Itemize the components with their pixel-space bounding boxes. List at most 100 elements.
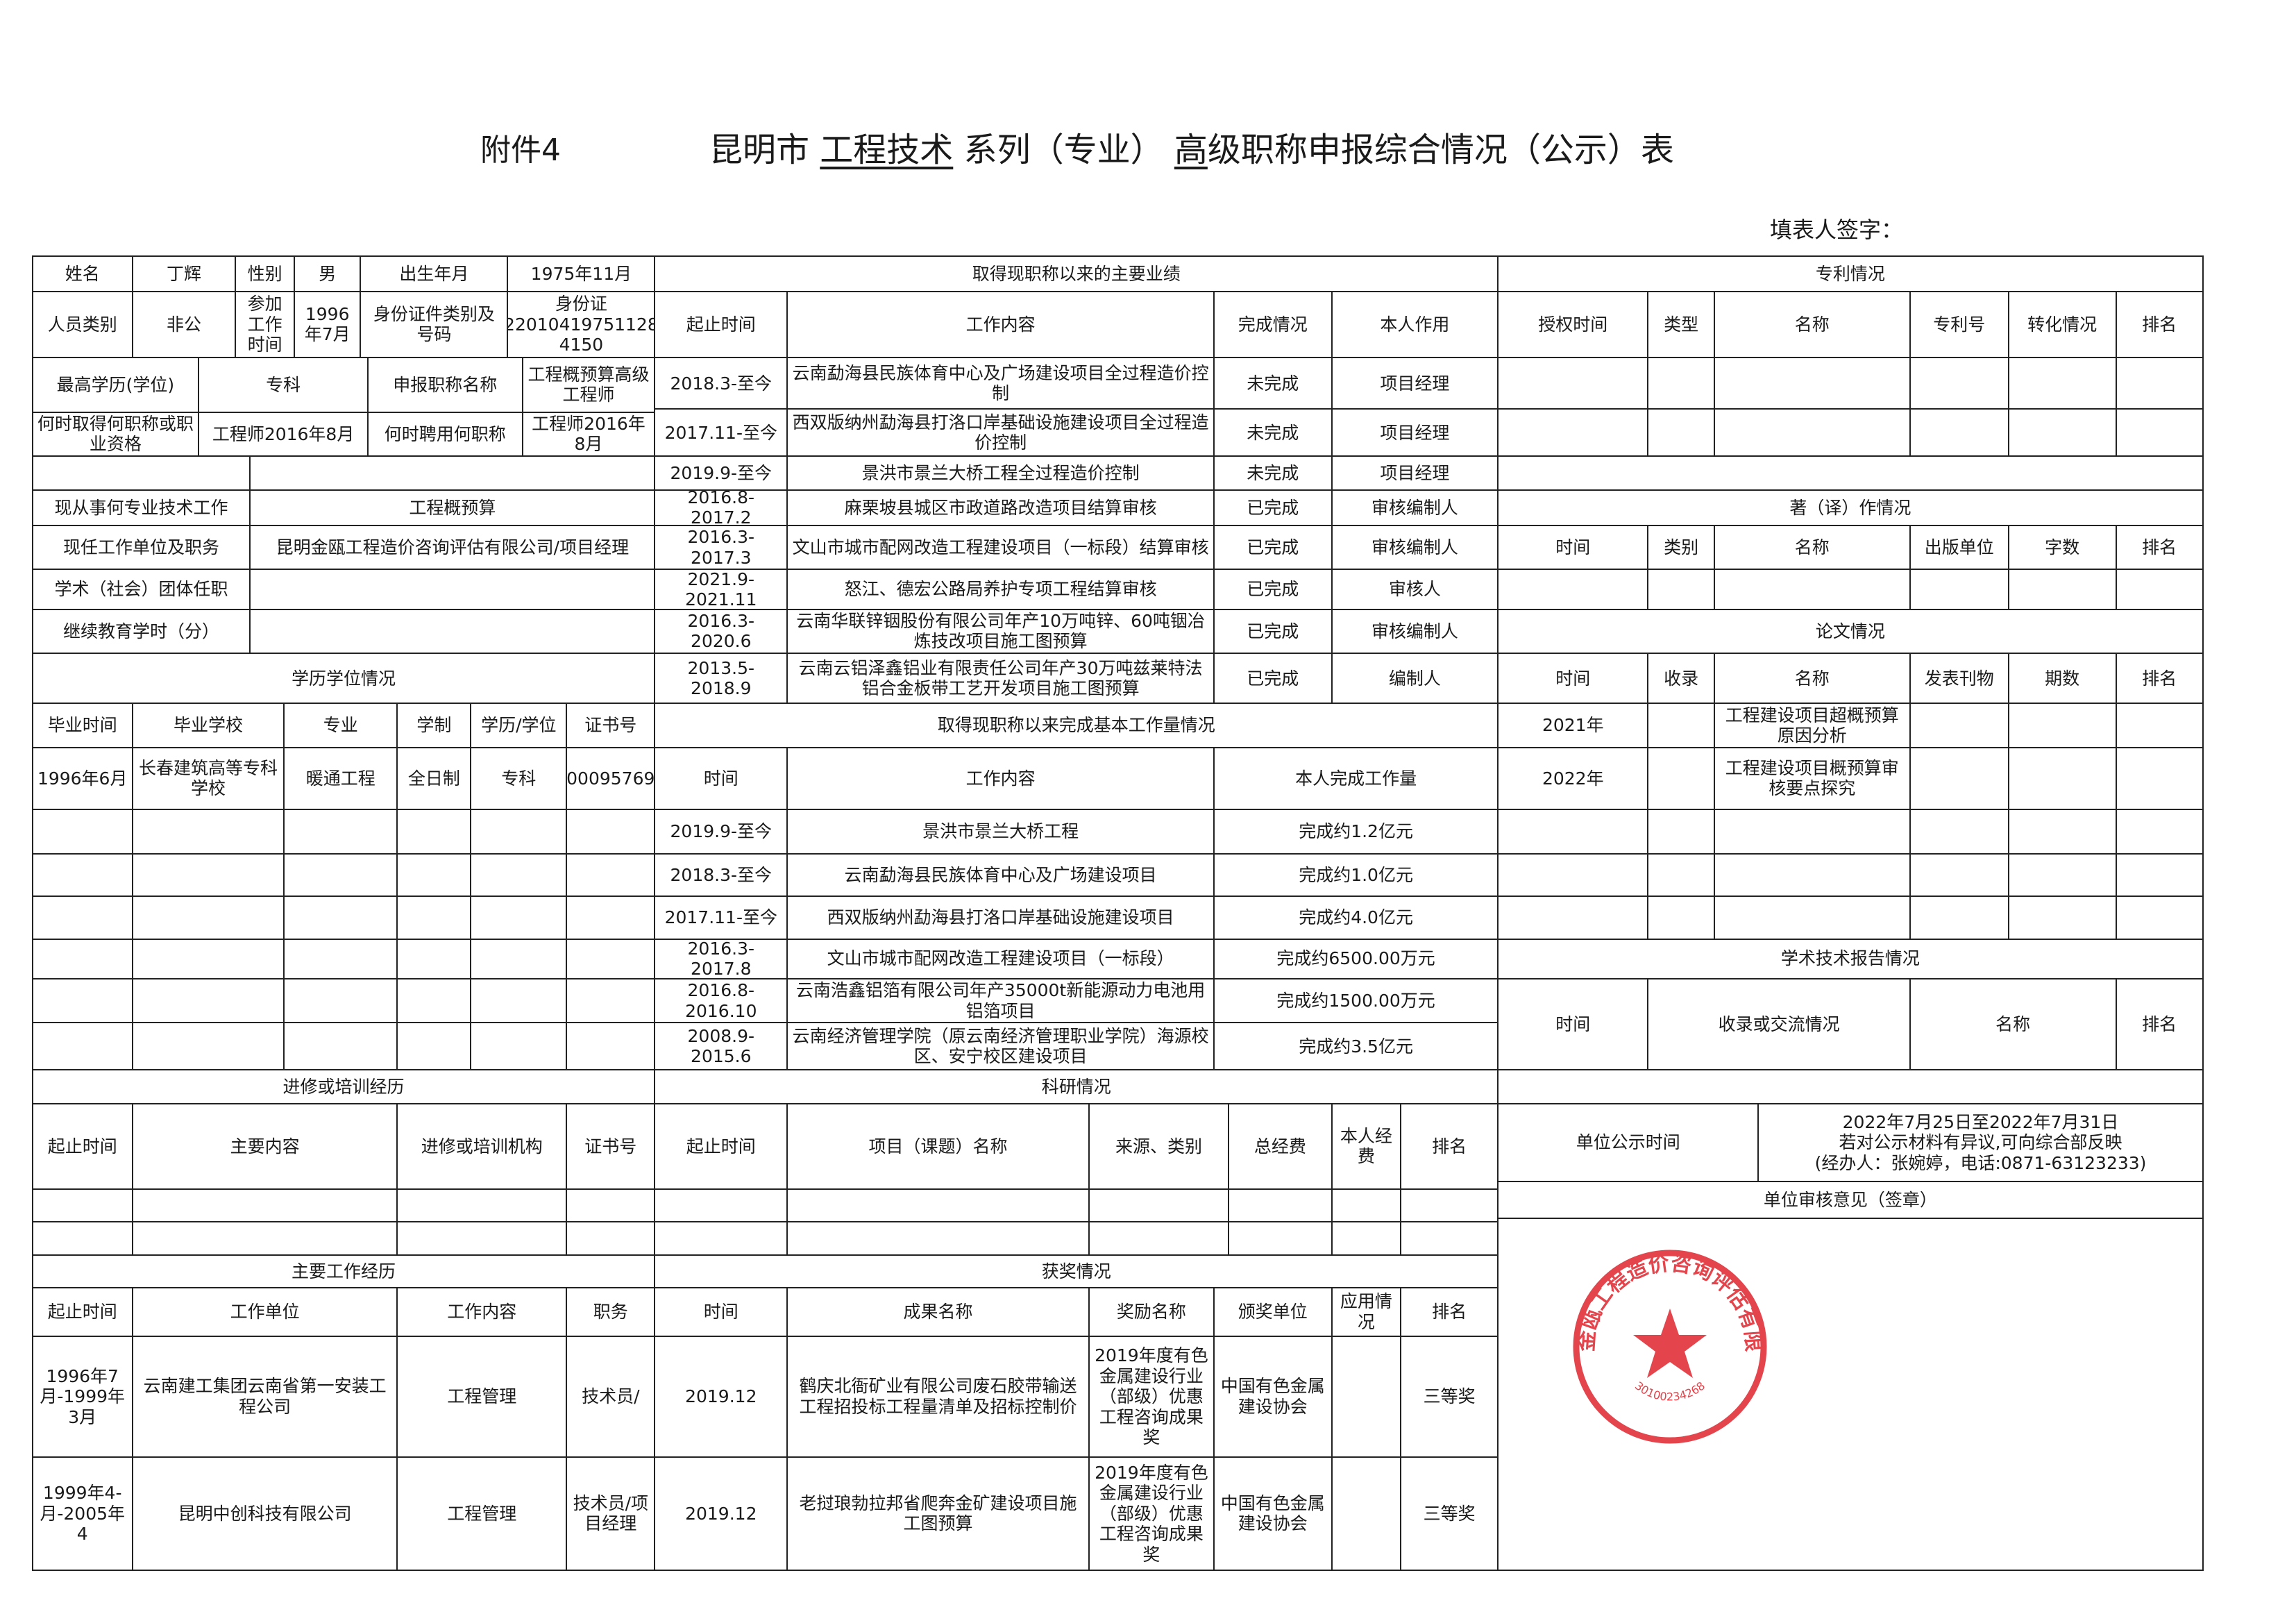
table-cell: 云南勐海县民族体育中心及广场建设项目全过程造价控制 [786, 357, 1215, 410]
table-cell: 云南浩鑫铝箔有限公司年产35000t新能源动力电池用铝箔项目 [786, 977, 1215, 1024]
table-cell: 姓名 [31, 255, 133, 292]
table-cell [2007, 852, 2117, 898]
table-cell: 主要工作经历 [31, 1254, 656, 1288]
table-cell: 审核编制人 [1331, 524, 1499, 571]
table-cell [283, 977, 398, 1024]
table-cell: 本人经费 [1331, 1103, 1402, 1190]
table-cell: 名称 [1909, 977, 2117, 1071]
table-cell [1497, 1069, 2204, 1104]
table-cell: 未完成 [1213, 455, 1333, 491]
table-cell: 景洪市景兰大桥工程 [786, 809, 1215, 855]
table-cell [1400, 1188, 1499, 1222]
table-cell: 参加工作时间 [235, 290, 295, 359]
table-cell [566, 938, 656, 979]
table-cell: 技术员/ [566, 1335, 656, 1458]
table-cell [1497, 809, 1649, 855]
table-cell: 2019年度有色金属建设行业（部级）优惠工程咨询成果奖 [1088, 1335, 1215, 1458]
table-cell [2007, 703, 2117, 748]
table-cell: 时间 [654, 746, 788, 810]
table-cell [2115, 809, 2204, 855]
table-cell: 总经费 [1228, 1103, 1333, 1190]
table-cell [396, 852, 472, 898]
table-cell: 工程建设项目概预算审核要点探究 [1713, 746, 1911, 810]
table-cell: 2022年 [1497, 746, 1649, 810]
table-cell [1713, 809, 1911, 855]
table-cell: 已完成 [1213, 653, 1333, 705]
table-cell: 发表刊物 [1909, 653, 2009, 705]
signer-label: 填表人签字： [1770, 217, 1904, 243]
title: 昆明市 工程技术 系列（专业） 高级职称申报综合情况（公示）表 [709, 122, 1674, 171]
table-cell [566, 1022, 656, 1071]
table-cell: 学术技术报告情况 [1497, 938, 2204, 979]
table-cell: 中国有色金属建设协会 [1213, 1456, 1333, 1572]
table-cell: 工程师2016年8月 [198, 411, 369, 457]
table-cell: 证书号 [566, 1103, 656, 1190]
table-cell: 获奖情况 [654, 1254, 1499, 1288]
table-cell: 本人作用 [1331, 290, 1499, 359]
table-cell [396, 938, 472, 979]
table-cell [566, 977, 656, 1024]
table-cell [1713, 852, 1911, 898]
table-cell [131, 1188, 398, 1222]
table-cell: 已完成 [1213, 524, 1333, 571]
table-cell [396, 1220, 568, 1256]
table-cell: 2016.8-2016.10 [654, 977, 788, 1024]
table-cell: 工程管理 [396, 1335, 568, 1458]
table-cell: 字数 [2007, 524, 2117, 571]
table-cell: 证书号 [566, 703, 656, 748]
table-cell [1497, 569, 1649, 610]
table-cell: 西双版纳州勐海县打洛口岸基础设施建设项目全过程造价控制 [786, 408, 1215, 457]
table-cell: 00095769 [566, 746, 656, 810]
table-cell: 名称 [1713, 653, 1911, 705]
table-cell: 2021年 [1497, 703, 1649, 748]
table-cell: 2013.5-2018.9 [654, 653, 788, 705]
table-cell: 本人完成工作量 [1213, 746, 1499, 810]
table-cell: 工程管理 [396, 1456, 568, 1572]
table-cell: 长春建筑高等专科学校 [131, 746, 285, 810]
table-cell: 排名 [2115, 524, 2204, 571]
table-cell: 取得现职称以来的主要业绩 [654, 255, 1499, 292]
table-cell [566, 1220, 656, 1256]
stamp-ring [1573, 1250, 1767, 1444]
table-cell: 1996年7月-1999年3月 [31, 1335, 133, 1458]
table-cell: 未完成 [1213, 357, 1333, 410]
table-cell: 2017.11-至今 [654, 408, 788, 457]
table-cell [566, 895, 656, 940]
table-cell: 工作内容 [396, 1287, 568, 1337]
table-cell [131, 809, 285, 855]
table-cell: 单位审核意见（签章） [1497, 1181, 2204, 1220]
table-cell [1331, 1335, 1402, 1458]
table-cell: 期数 [2007, 653, 2117, 705]
table-cell: 出版单位 [1909, 524, 2009, 571]
table-cell: 2018.3-至今 [654, 852, 788, 898]
table-cell [1713, 569, 1911, 610]
text-line: 2022年7月25日至2022年7月31日 [1842, 1111, 2119, 1132]
table-cell: 何时聘用何职称 [367, 411, 523, 457]
table-cell [1228, 1220, 1333, 1256]
stamp: 昆明金瓯工程造价咨询评估有限公司5301002342686 [1566, 1243, 1767, 1444]
table-cell: 现任工作单位及职务 [31, 524, 251, 571]
table-cell [1497, 1218, 2204, 1572]
table-cell [1228, 1188, 1333, 1222]
table-cell: 学术（社会）团体任职 [31, 569, 251, 610]
table-cell: 工程师2016年8月 [521, 411, 656, 457]
table-cell: 起止时间 [31, 1287, 133, 1337]
table-cell: 暖通工程 [283, 746, 398, 810]
title-suffix: 级职称申报综合情况（公示）表 [1207, 131, 1674, 169]
series: 工程技术 [820, 131, 954, 169]
table-cell: 2016.3-2017.8 [654, 938, 788, 979]
table-cell: 2021.9-2021.11 [654, 569, 788, 610]
table-cell [2115, 357, 2204, 410]
table-cell [131, 895, 285, 940]
table-cell: 工程建设项目超概预算原因分析 [1713, 703, 1911, 748]
table-cell [31, 1022, 133, 1071]
table-cell [31, 938, 133, 979]
table-cell: 2016.3-2020.6 [654, 608, 788, 655]
table-cell: 毕业学校 [131, 703, 285, 748]
table-cell [786, 1220, 1090, 1256]
table-cell [283, 809, 398, 855]
table-cell: 来源、类别 [1088, 1103, 1230, 1190]
table-cell: 时间 [654, 1287, 788, 1337]
table-cell [31, 809, 133, 855]
